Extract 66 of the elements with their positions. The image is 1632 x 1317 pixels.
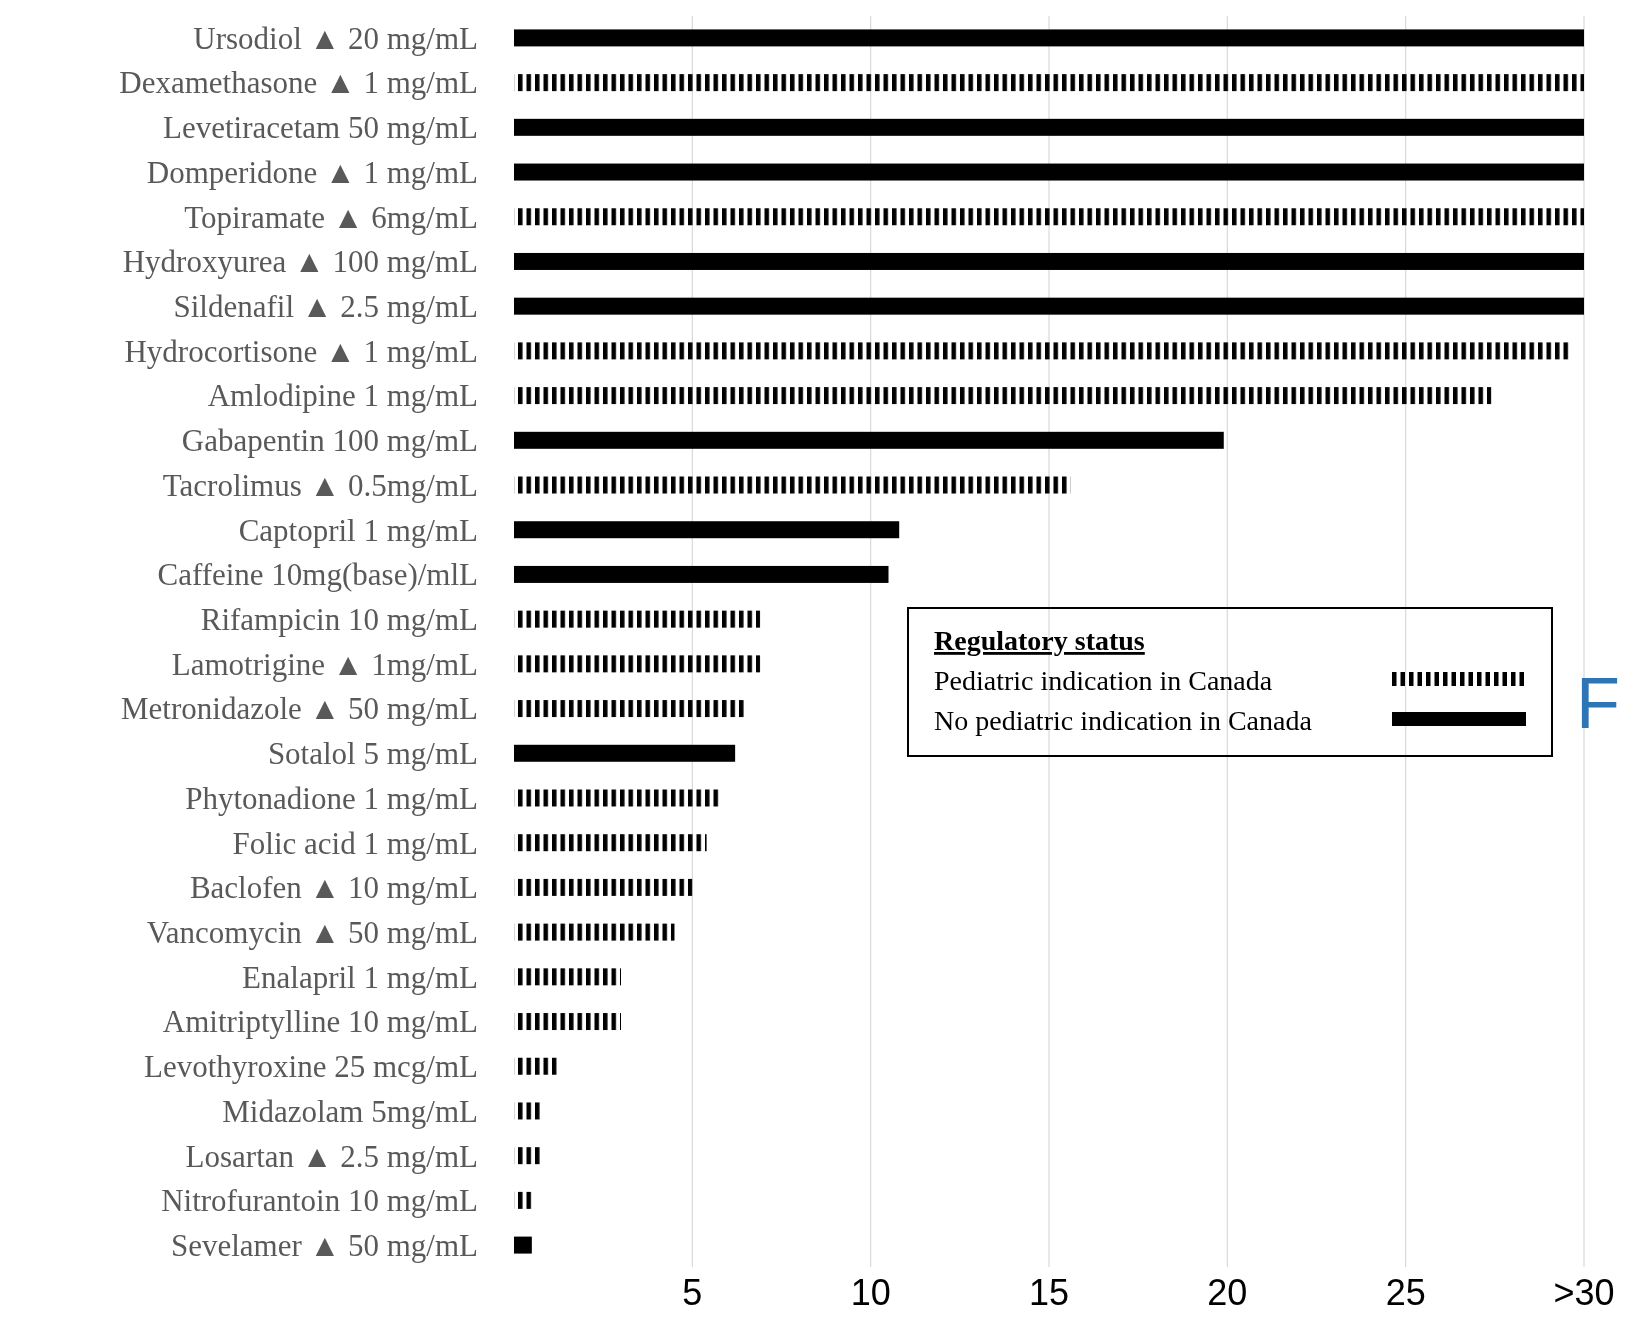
y-tick-label: Lamotrigine ▲ 1mg/mL	[171, 646, 478, 682]
x-tick-label: 15	[1028, 1272, 1070, 1313]
y-tick-label: Gabapentin 100 mg/mL	[181, 423, 478, 459]
x-tick-label: 10	[850, 1272, 891, 1313]
bar	[514, 1013, 621, 1031]
y-tick-label: Baclofen ▲ 10 mg/mL	[189, 870, 478, 906]
bar	[514, 610, 761, 628]
y-tick-label: Phytonadione 1 mg/mL	[185, 780, 478, 816]
bar	[514, 565, 889, 583]
y-tick-label: Hydroxyurea ▲ 100 mg/mL	[122, 244, 478, 280]
y-tick-label: Levothyroxine 25 mcg/mL	[143, 1049, 478, 1085]
bar	[514, 789, 721, 807]
bar	[514, 208, 1584, 226]
y-tick-label: Domperidone ▲ 1 mg/mL	[146, 154, 478, 190]
y-tick-label: Topiramate ▲ 6mg/mL	[184, 199, 478, 235]
y-tick-label: Tacrolimus ▲ 0.5mg/mL	[162, 467, 478, 503]
bar	[514, 297, 1584, 315]
text: No pediatric indication in Canada	[934, 705, 1313, 736]
x-tick-label: 5	[682, 1272, 703, 1313]
bar	[514, 968, 621, 986]
x-tick-label: 20	[1207, 1272, 1248, 1313]
y-tick-label: Hydrocortisone ▲ 1 mg/mL	[124, 333, 478, 369]
bar	[514, 834, 707, 852]
bar	[514, 342, 1570, 360]
x-tick-label: >30	[1553, 1272, 1615, 1313]
y-tick-label: Caffeine 10mg(base)/mlL	[157, 557, 478, 593]
bar	[514, 431, 1224, 449]
bar	[514, 163, 1584, 181]
bar	[514, 878, 693, 896]
bar	[514, 1236, 532, 1254]
bar	[514, 118, 1584, 136]
y-tick-label: Captopril 1 mg/mL	[238, 512, 478, 548]
y-tick-label: Ursodiol ▲ 20 mg/mL	[193, 20, 478, 56]
y-tick-label: Vancomycin ▲ 50 mg/mL	[146, 914, 478, 950]
y-tick-label: Dexamethasone ▲ 1 mg/mL	[119, 65, 478, 101]
bar	[514, 655, 761, 673]
y-tick-label: Levetiracetam 50 mg/mL	[162, 110, 478, 146]
text: Pediatric indication in Canada	[934, 665, 1273, 696]
y-tick-label: Losartan ▲ 2.5 mg/mL	[185, 1138, 478, 1174]
y-tick-label: Sevelamer ▲ 50 mg/mL	[170, 1227, 478, 1263]
bar	[514, 252, 1584, 270]
y-tick-label: Rifampicin 10 mg/mL	[200, 601, 478, 637]
y-tick-label: Nitrofurantoin 10 mg/mL	[161, 1183, 478, 1219]
bar	[514, 1102, 543, 1120]
bar	[514, 700, 746, 718]
bar	[514, 1057, 557, 1075]
bar	[514, 521, 900, 539]
y-tick-label: Folic acid 1 mg/mL	[232, 825, 478, 861]
bar	[514, 387, 1492, 405]
annotation: F	[1576, 663, 1620, 743]
bar	[514, 744, 736, 762]
bar	[514, 476, 1071, 494]
y-tick-label: Sildenafil ▲ 2.5 mg/mL	[173, 289, 478, 325]
bar	[514, 74, 1584, 92]
bar	[514, 1147, 543, 1165]
bar	[514, 923, 675, 941]
legend-title: Regulatory status	[934, 625, 1145, 656]
bar	[514, 29, 1584, 47]
y-tick-label: Amitriptylline 10 mg/mL	[162, 1004, 478, 1040]
y-tick-label: Amlodipine 1 mg/mL	[207, 378, 478, 414]
y-tick-label: Sotalol 5 mg/mL	[267, 736, 478, 772]
x-tick-label: 25	[1385, 1272, 1426, 1313]
bar	[514, 1191, 532, 1209]
y-tick-label: Metronidazole ▲ 50 mg/mL	[121, 691, 478, 727]
y-tick-label: Midazolam 5mg/mL	[222, 1093, 478, 1129]
y-tick-label: Enalapril 1 mg/mL	[242, 959, 478, 995]
